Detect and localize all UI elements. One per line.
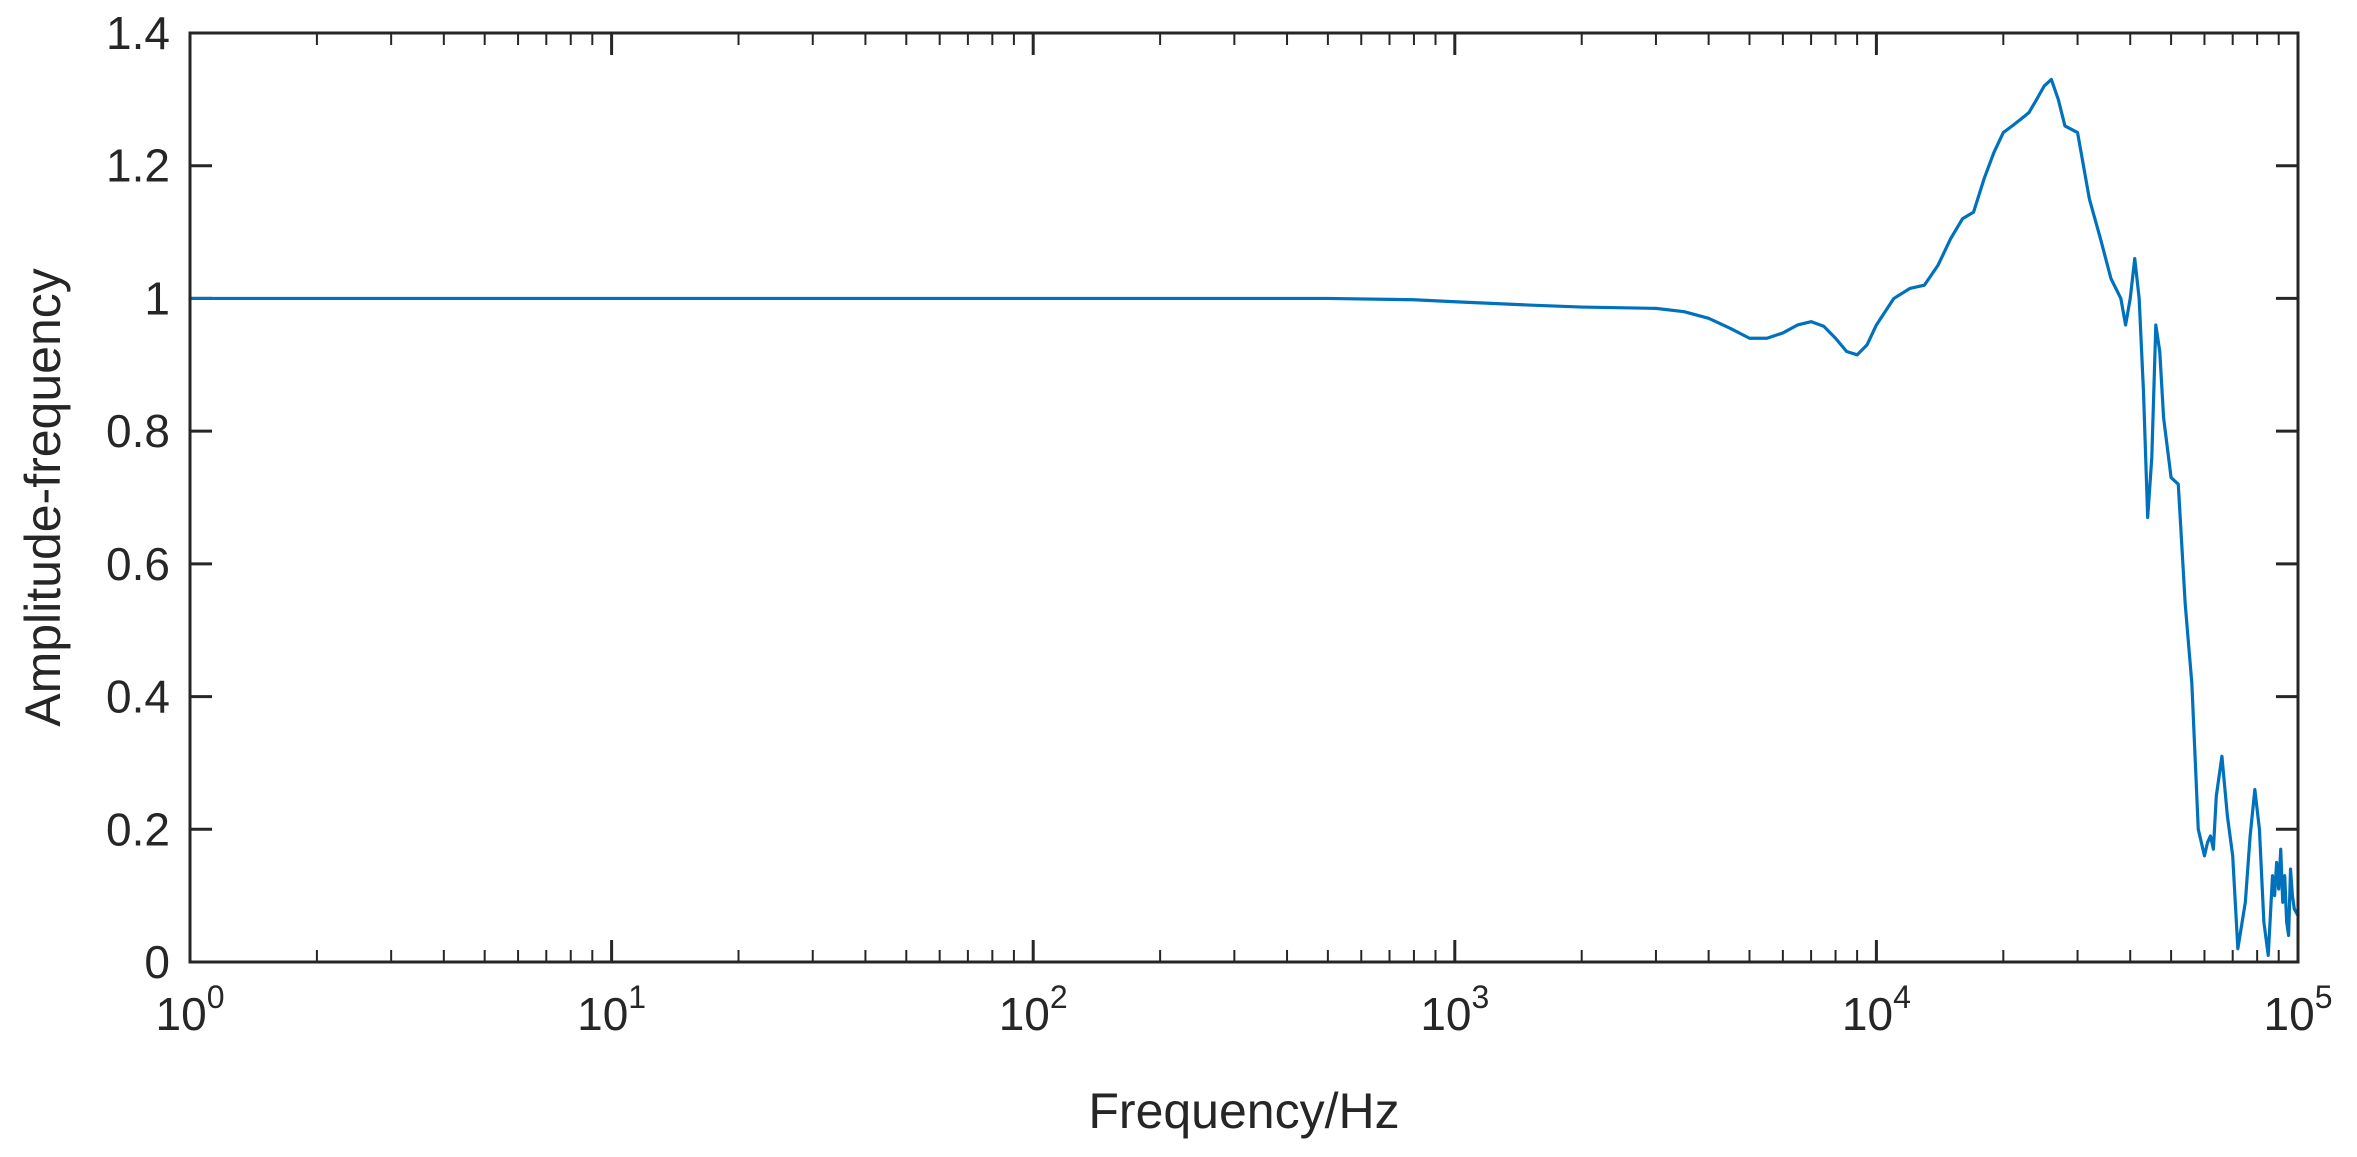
x-tick-labels: 100 101 102 103 104 105 [156, 979, 2333, 1040]
plot-frame [188, 31, 2300, 964]
y-axis-title: Amplitude-frequency [15, 268, 71, 727]
x-tick-label: 100 [156, 979, 225, 1040]
minor-ticks [315, 33, 2280, 962]
x-tick-label: 105 [2264, 979, 2333, 1040]
series-line [188, 77, 2300, 957]
y-tick-label: 0.6 [106, 538, 170, 590]
y-tick-labels: 0 0.2 0.4 0.6 0.8 1 1.2 1.4 [106, 7, 170, 988]
y-tick-label: 0 [144, 936, 170, 988]
y-tick-label: 1.2 [106, 140, 170, 192]
x-tick-label: 101 [577, 979, 646, 1040]
y-tick-label: 0.4 [106, 671, 170, 723]
x-tick-label: 104 [1842, 979, 1911, 1040]
y-tick-label: 0.2 [106, 803, 170, 855]
x-tick-label: 103 [1420, 979, 1489, 1040]
x-tick-label: 102 [999, 979, 1068, 1040]
y-tick-label: 0.8 [106, 405, 170, 457]
y-tick-label: 1 [144, 272, 170, 324]
y-tick-label: 1.4 [106, 7, 170, 59]
x-axis-title: Frequency/Hz [1088, 1083, 1399, 1139]
series-group [188, 77, 2300, 957]
